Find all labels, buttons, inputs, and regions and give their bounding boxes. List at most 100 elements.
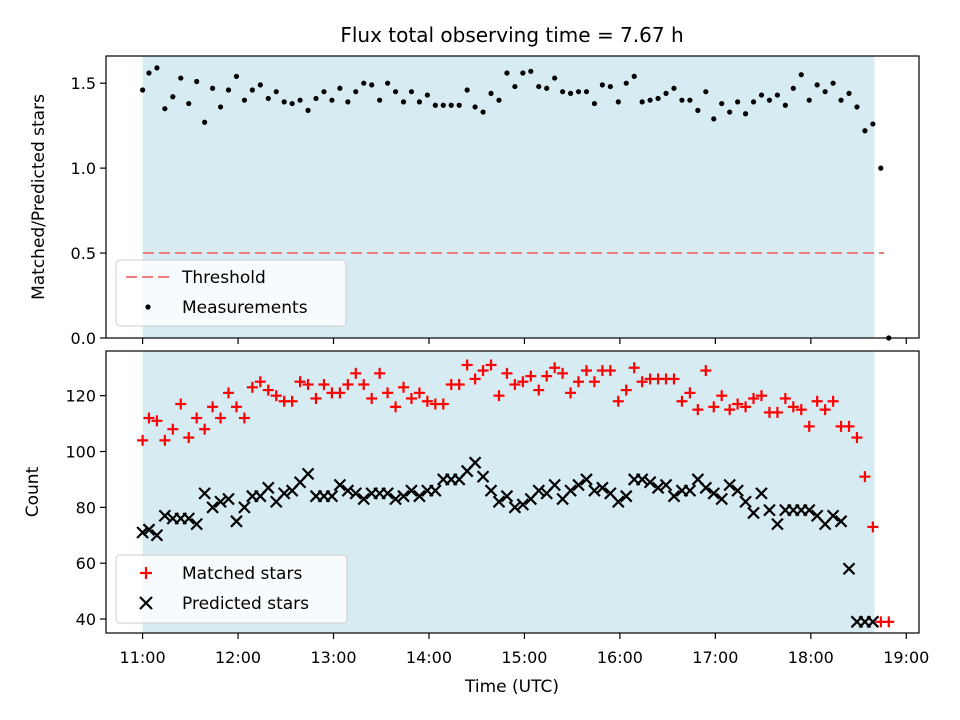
predicted-point	[277, 487, 291, 500]
measurement-point	[703, 89, 709, 95]
predicted-point	[842, 562, 856, 576]
x-tick-label: 11:00	[120, 648, 166, 667]
measurement-point	[392, 89, 399, 95]
measurement-point	[671, 85, 677, 91]
y-tick-label: 40	[76, 610, 96, 629]
measurement-point	[257, 82, 263, 88]
measurement-point	[607, 83, 613, 90]
ratio-legend-box	[115, 259, 347, 327]
predicted-point	[150, 528, 164, 542]
predicted-legend-swatch	[139, 596, 153, 610]
counts-y-axis: 40 60 80 100 120	[65, 387, 106, 629]
matched-point	[755, 390, 767, 402]
matched-point	[350, 367, 362, 379]
measurement-point	[854, 104, 860, 110]
measurement-point	[345, 99, 351, 105]
predicted-point	[136, 526, 149, 539]
measurement-point	[488, 90, 494, 96]
matched-point	[795, 404, 807, 416]
predicted-point	[635, 473, 649, 486]
threshold-legend-label: Threshold	[181, 268, 266, 288]
measurement-point	[408, 89, 415, 95]
predicted-point	[723, 478, 736, 492]
measurement-point	[162, 106, 168, 112]
y-tick-label: 0.5	[71, 244, 96, 263]
measurement-points	[139, 65, 892, 341]
chart-title: Flux total observing time = 7.67 h	[340, 23, 683, 47]
measurement-point	[209, 85, 216, 91]
matched-point	[215, 412, 227, 424]
counts-y-label: Count	[23, 466, 43, 517]
matched-point	[358, 379, 370, 391]
predicted-point	[588, 484, 601, 497]
measurement-point	[504, 70, 510, 76]
measurement-point	[838, 97, 844, 103]
measurement-point	[790, 85, 796, 91]
matched-point	[143, 412, 155, 424]
measurement-point	[719, 100, 725, 107]
predicted-legend-label: Predicted stars	[182, 594, 309, 614]
x-tick-label: 16:00	[597, 648, 643, 667]
predicted-point	[699, 481, 713, 495]
predicted-point	[739, 495, 752, 509]
measurement-point	[400, 99, 407, 105]
matched-point	[636, 376, 648, 388]
x-tick-label: 14:00	[406, 648, 452, 667]
matched-point	[405, 392, 417, 404]
measurement-point	[599, 82, 605, 88]
matched-point	[310, 392, 322, 404]
matched-point	[199, 423, 211, 435]
matched-point	[294, 376, 306, 388]
matched-point	[676, 395, 688, 407]
measurement-point	[305, 107, 311, 113]
measurement-point	[528, 68, 534, 74]
matched-point	[668, 373, 680, 385]
predicted-point	[516, 498, 530, 511]
ratio-y-label: Matched/Predicted stars	[29, 94, 49, 300]
measurement-point	[416, 99, 423, 105]
matched-point	[246, 381, 258, 393]
matched-point	[137, 434, 149, 446]
measurement-point	[329, 97, 335, 103]
y-tick-label: 60	[76, 554, 96, 573]
matched-point	[859, 471, 871, 483]
measurement-point	[337, 85, 343, 91]
matched-point	[843, 420, 855, 432]
measurement-point	[369, 82, 375, 88]
measurement-point	[639, 99, 645, 105]
measurement-point	[265, 95, 271, 102]
y-tick-label: 120	[65, 387, 96, 406]
matched-point	[382, 387, 394, 399]
matched-point	[732, 398, 744, 410]
ratio-axes-frame	[105, 55, 920, 339]
matched-point	[787, 401, 799, 413]
matched-point	[525, 370, 537, 382]
predicted-point	[500, 489, 514, 503]
predicted-point	[747, 506, 760, 520]
predicted-point	[158, 509, 172, 523]
matched-point	[604, 365, 616, 377]
measurement-point	[575, 89, 582, 95]
matched-point	[413, 387, 425, 399]
measurement-point	[385, 80, 391, 86]
predicted-point	[230, 515, 243, 528]
predicted-point	[142, 523, 156, 536]
measurement-point	[313, 95, 319, 102]
x-tick-label: 18:00	[788, 648, 834, 667]
matched-point	[167, 423, 179, 435]
measurement-point	[560, 89, 566, 95]
matched-point	[771, 406, 783, 418]
predicted-point	[413, 489, 426, 503]
predicted-point	[651, 481, 665, 495]
matched-legend-label: Matched stars	[182, 564, 302, 584]
measurement-point	[663, 90, 669, 96]
counts-axes-frame	[105, 350, 920, 634]
matched-point	[159, 434, 171, 446]
predicted-point	[596, 481, 609, 495]
measurement-point	[440, 102, 446, 108]
matched-point	[549, 362, 561, 374]
x-tick-label: 12:00	[215, 648, 261, 667]
matched-point	[748, 392, 760, 404]
measurement-point	[361, 80, 367, 86]
predicted-point	[834, 515, 848, 528]
